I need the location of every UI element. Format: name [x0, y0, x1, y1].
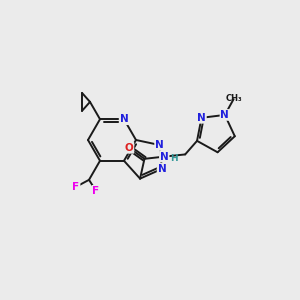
Text: CH₃: CH₃ — [225, 94, 242, 103]
Text: N: N — [160, 152, 169, 162]
Text: F: F — [92, 186, 100, 196]
Text: N: N — [120, 114, 128, 124]
Text: O: O — [125, 143, 134, 153]
Text: N: N — [155, 140, 164, 150]
Text: N: N — [158, 164, 166, 174]
Text: N: N — [220, 110, 229, 120]
Text: F: F — [72, 182, 80, 192]
Text: H: H — [170, 154, 178, 163]
Text: N: N — [197, 113, 206, 123]
